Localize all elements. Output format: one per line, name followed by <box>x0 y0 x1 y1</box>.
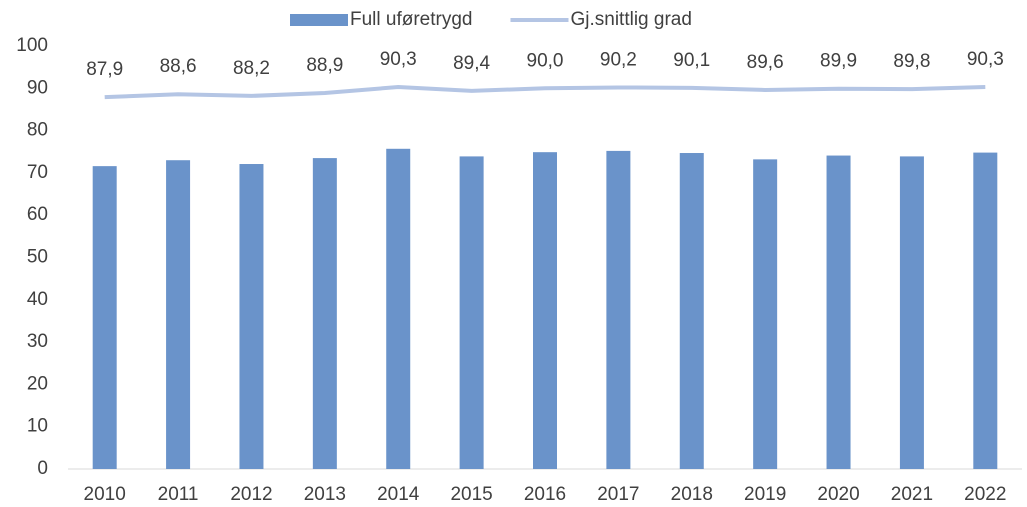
x-tick-label: 2014 <box>377 484 420 505</box>
y-tick-label: 20 <box>27 373 48 394</box>
bar <box>166 160 191 469</box>
bar <box>312 158 337 469</box>
y-tick-label: 0 <box>37 458 48 479</box>
data-label: 88,2 <box>233 58 270 79</box>
data-label: 88,6 <box>160 56 197 77</box>
bar <box>753 159 778 469</box>
line <box>104 85 986 100</box>
x-tick-label: 2010 <box>84 484 126 505</box>
data-label: 87,9 <box>86 59 123 80</box>
data-label: 89,6 <box>747 52 784 73</box>
x-tick-label: 2013 <box>304 484 346 505</box>
data-label: 89,4 <box>453 53 490 74</box>
data-label: 90,3 <box>967 49 1004 70</box>
data-label: 89,9 <box>820 51 857 72</box>
bar <box>826 155 851 469</box>
x-tick-label: 2020 <box>817 484 859 505</box>
y-tick-label: 40 <box>27 289 48 310</box>
bar <box>239 164 264 469</box>
bar <box>459 156 484 469</box>
bar <box>92 166 117 469</box>
data-label: 90,2 <box>600 49 637 70</box>
data-label: 89,8 <box>893 51 930 72</box>
data-label: 90,3 <box>380 49 417 70</box>
y-tick-label: 90 <box>27 77 48 98</box>
bar <box>606 150 631 470</box>
x-tick-label: 2016 <box>524 484 566 505</box>
x-tick-label: 2019 <box>744 484 786 505</box>
y-tick-label: 10 <box>27 416 48 437</box>
x-tick-label: 2018 <box>671 484 713 505</box>
x-tick-label: 2015 <box>450 484 492 505</box>
y-tick-label: 30 <box>27 331 48 352</box>
x-tick-label: 2017 <box>597 484 639 505</box>
legend-label: Gj.snittlig grad <box>570 9 691 30</box>
y-tick-label: 100 <box>16 35 48 56</box>
legend-label: Full uføretrygd <box>350 9 472 30</box>
bar <box>973 152 998 469</box>
y-tick-label: 60 <box>27 204 48 225</box>
y-tick-label: 70 <box>27 162 48 183</box>
bar <box>386 148 411 469</box>
x-tick-label: 2012 <box>230 484 272 505</box>
data-label: 88,9 <box>306 55 343 76</box>
x-tick-label: 2021 <box>891 484 933 505</box>
x-tick-label: 2011 <box>158 484 199 505</box>
bar <box>679 153 704 470</box>
data-label: 90,1 <box>673 50 710 71</box>
y-tick-label: 80 <box>27 120 48 141</box>
bar <box>899 156 924 469</box>
data-label: 90,0 <box>527 50 564 71</box>
bar <box>533 152 557 469</box>
legend-swatch <box>290 14 348 26</box>
y-tick-label: 50 <box>27 247 48 268</box>
x-tick-label: 2022 <box>964 484 1006 505</box>
